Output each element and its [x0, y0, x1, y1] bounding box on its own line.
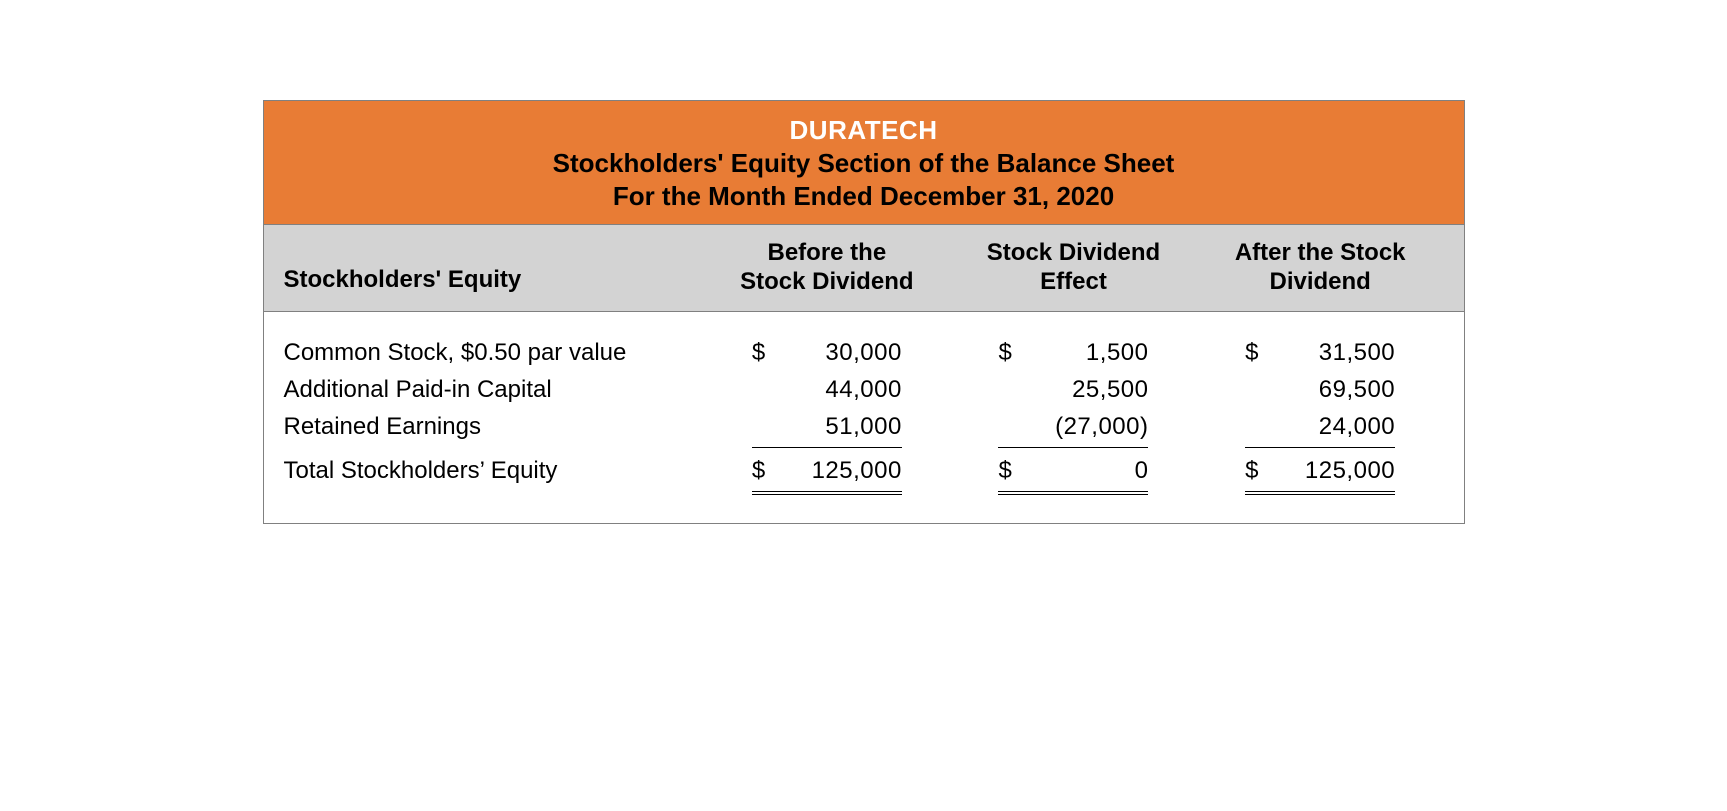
currency-symbol: $ [1245, 334, 1269, 371]
table-body: Common Stock, $0.50 par value $30,000 $1… [264, 312, 1464, 524]
title-band: DURATECH Stockholders' Equity Section of… [264, 101, 1464, 225]
row-label: Total Stockholders’ Equity [284, 452, 704, 489]
equity-table: DURATECH Stockholders' Equity Section of… [263, 100, 1465, 524]
col3-header: After the Stock Dividend [1197, 239, 1444, 297]
table-row: Retained Earnings 51,000 (27,000) 24,000 [284, 408, 1444, 448]
currency-symbol: $ [1245, 452, 1269, 489]
currency-symbol: $ [752, 334, 776, 371]
row-label: Additional Paid-in Capital [284, 371, 704, 408]
cell-effect: $0 [950, 448, 1197, 495]
currency-symbol: $ [998, 334, 1022, 371]
cell-before: 44,000 [704, 371, 951, 408]
amount: 1,500 [1022, 334, 1148, 371]
cell-after: 24,000 [1197, 408, 1444, 448]
table-row: Additional Paid-in Capital 44,000 25,500… [284, 371, 1444, 408]
amount: 69,500 [1269, 371, 1395, 408]
amount: 44,000 [776, 371, 902, 408]
amount: 31,500 [1269, 334, 1395, 371]
amount: 25,500 [1022, 371, 1148, 408]
cell-after: $31,500 [1197, 334, 1444, 371]
cell-before: $30,000 [704, 334, 951, 371]
col1-header: Before the Stock Dividend [704, 239, 951, 297]
section-title: Stockholders' Equity Section of the Bala… [274, 148, 1454, 179]
col1-header-line2: Stock Dividend [704, 268, 951, 297]
currency-symbol: $ [998, 452, 1022, 489]
col3-header-line1: After the Stock [1197, 239, 1444, 268]
col2-header-line2: Effect [950, 268, 1197, 297]
col2-header-line1: Stock Dividend [950, 239, 1197, 268]
col2-header: Stock Dividend Effect [950, 239, 1197, 297]
amount: 125,000 [1269, 452, 1395, 489]
amount: 0 [1022, 452, 1148, 489]
amount: 30,000 [776, 334, 902, 371]
company-name: DURATECH [274, 115, 1454, 146]
table-row-total: Total Stockholders’ Equity $125,000 $0 $… [284, 448, 1444, 495]
row-label: Retained Earnings [284, 408, 704, 445]
amount: 24,000 [1269, 408, 1395, 445]
row-label: Common Stock, $0.50 par value [284, 334, 704, 371]
cell-before: 51,000 [704, 408, 951, 448]
cell-after: $125,000 [1197, 448, 1444, 495]
col-label-header: Stockholders' Equity [284, 266, 704, 297]
amount: 51,000 [776, 408, 902, 445]
table-row: Common Stock, $0.50 par value $30,000 $1… [284, 334, 1444, 371]
currency-symbol: $ [752, 452, 776, 489]
cell-before: $125,000 [704, 448, 951, 495]
period-title: For the Month Ended December 31, 2020 [274, 181, 1454, 212]
column-header-row: Stockholders' Equity Before the Stock Di… [264, 225, 1464, 312]
amount: (27,000) [1022, 408, 1148, 445]
col1-header-line1: Before the [704, 239, 951, 268]
cell-effect: $1,500 [950, 334, 1197, 371]
col3-header-line2: Dividend [1197, 268, 1444, 297]
cell-after: 69,500 [1197, 371, 1444, 408]
amount: 125,000 [776, 452, 902, 489]
cell-effect: 25,500 [950, 371, 1197, 408]
cell-effect: (27,000) [950, 408, 1197, 448]
